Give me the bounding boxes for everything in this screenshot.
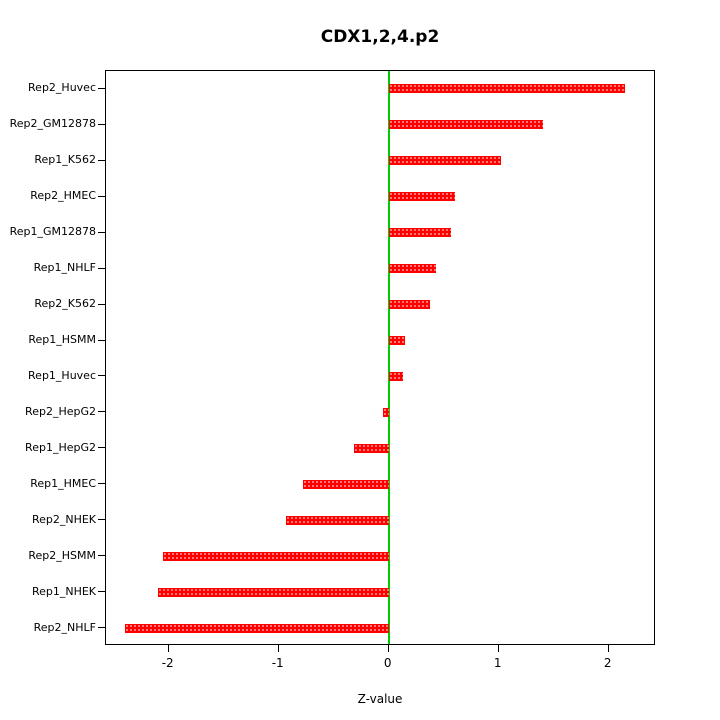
x-axis-tick-label: -2 [161,656,174,670]
bar-Rep2_K562 [388,300,431,310]
bar-Rep1_GM12878 [388,228,452,238]
y-axis-label: Rep2_HSMM [28,548,96,562]
y-axis-label: Rep2_NHEK [31,512,96,526]
zero-line [387,71,390,644]
bar-Rep1_HMEC [302,479,389,489]
bar-Rep2_GM12878 [388,120,543,130]
y-axis-tick [98,339,105,341]
y-axis-label: Rep1_K562 [34,153,96,167]
y-axis-tick [98,627,105,629]
y-axis-label: Rep2_Huvec [28,81,96,95]
y-axis-tick [98,555,105,557]
y-axis-label: Rep1_Huvec [28,368,96,382]
y-axis-label: Rep2_GM12878 [9,117,96,131]
y-axis-label: Rep2_HepG2 [25,404,96,418]
y-axis-label: Rep1_NHEK [31,584,96,598]
y-axis-tick [98,483,105,485]
y-axis-tick [98,447,105,449]
chart-title: CDX1,2,4.p2 [320,27,440,47]
y-axis-label: Rep1_GM12878 [9,225,96,239]
y-axis-tick [98,591,105,593]
y-axis-label: Rep1_NHLF [33,261,96,275]
y-axis-tick [98,123,105,125]
x-axis-tick [387,645,389,652]
y-axis-label: Rep1_HMEC [30,476,96,490]
bar-Rep2_HepG2 [383,407,389,417]
y-axis-tick [98,231,105,233]
y-axis-tick [98,195,105,197]
y-axis-tick [98,303,105,305]
y-axis-tick [98,411,105,413]
x-axis-tick [167,645,169,652]
y-axis-label: Rep2_NHLF [33,620,96,634]
y-axis-label: Rep2_HMEC [30,189,96,203]
bar-Rep2_HSMM [163,551,389,561]
bar-Rep1_NHLF [388,264,436,274]
y-axis-tick [98,519,105,521]
y-axis-label: Rep2_K562 [34,297,96,311]
bar-Rep1_NHEK [157,587,389,597]
bar-Rep2_NHLF [124,623,389,633]
y-axis-tick [98,375,105,377]
bar-Rep2_HMEC [388,192,455,202]
x-axis-tick-label: 1 [493,656,502,670]
y-axis-label: Rep1_HepG2 [25,440,96,454]
x-axis-tick [607,645,609,652]
bar-Rep2_NHEK [286,515,389,525]
x-axis-label: Z-value [357,692,403,706]
y-axis-tick [98,159,105,161]
x-axis-tick-label: -1 [271,656,284,670]
bar-Rep2_Huvec [388,84,626,94]
bar-Rep1_K562 [388,156,501,166]
bar-Rep1_HepG2 [353,443,389,453]
x-axis-tick [277,645,279,652]
x-axis-tick-label: 0 [383,656,392,670]
plot-area [105,70,655,645]
y-axis-label: Rep1_HSMM [28,333,96,347]
y-axis-tick [98,267,105,269]
x-axis-tick-label: 2 [603,656,612,670]
y-axis-tick [98,87,105,89]
bar-Rep1_Huvec [388,371,403,381]
bar-Rep1_HSMM [388,336,406,346]
x-axis-tick [497,645,499,652]
